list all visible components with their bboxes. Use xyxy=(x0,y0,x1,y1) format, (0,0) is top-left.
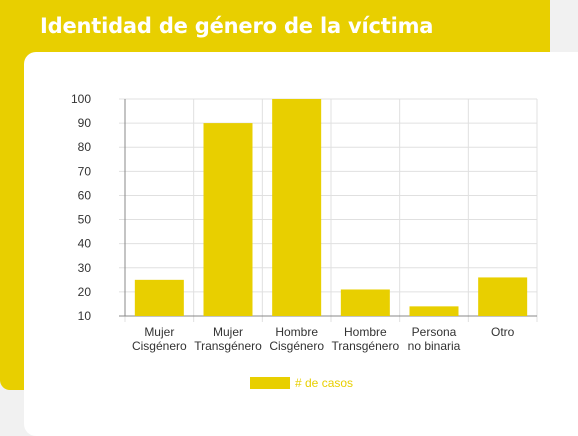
x-tick-label: Mujer xyxy=(144,325,174,339)
bars xyxy=(134,99,528,316)
y-tick-label: 30 xyxy=(78,261,92,275)
legend-swatch xyxy=(250,377,290,389)
y-tick-label: 20 xyxy=(78,285,92,299)
bar[interactable] xyxy=(134,279,184,316)
x-tick-label: Mujer xyxy=(213,325,243,339)
axes xyxy=(119,99,537,317)
bar[interactable] xyxy=(203,123,253,316)
x-tick-label: Transgénero xyxy=(194,339,262,353)
y-tick-label: 80 xyxy=(78,140,92,154)
y-tick-label: 90 xyxy=(78,116,92,130)
x-tick-label: no binaria xyxy=(408,339,461,353)
bar[interactable] xyxy=(409,306,459,316)
bar[interactable] xyxy=(340,289,390,316)
y-tick-label: 70 xyxy=(78,164,92,178)
y-tick-label: 40 xyxy=(78,237,92,251)
x-tick-label: Cisgénero xyxy=(269,339,324,353)
y-tick-label: 50 xyxy=(78,213,92,227)
legend[interactable]: # de casos xyxy=(250,376,353,390)
y-tick-label: 60 xyxy=(78,188,92,202)
grid-lines xyxy=(119,98,538,322)
legend-label: # de casos xyxy=(295,376,354,390)
x-tick-label: Cisgénero xyxy=(132,339,187,353)
x-tick-labels: MujerCisgéneroMujerTransgéneroHombreCisg… xyxy=(132,325,515,353)
x-tick-label: Transgénero xyxy=(332,339,400,353)
page-title: Identidad de género de la víctima xyxy=(40,14,434,38)
x-tick-label: Hombre xyxy=(344,325,387,339)
x-tick-label: Hombre xyxy=(275,325,318,339)
bar[interactable] xyxy=(272,99,322,316)
y-tick-label: 100 xyxy=(71,92,91,106)
x-tick-label: Persona xyxy=(412,325,457,339)
x-tick-label: Otro xyxy=(491,325,515,339)
y-tick-label: 10 xyxy=(78,309,92,323)
bar[interactable] xyxy=(478,277,528,316)
y-tick-labels: 10 20 30 40 50 60 70 80 90 100 xyxy=(71,92,91,323)
